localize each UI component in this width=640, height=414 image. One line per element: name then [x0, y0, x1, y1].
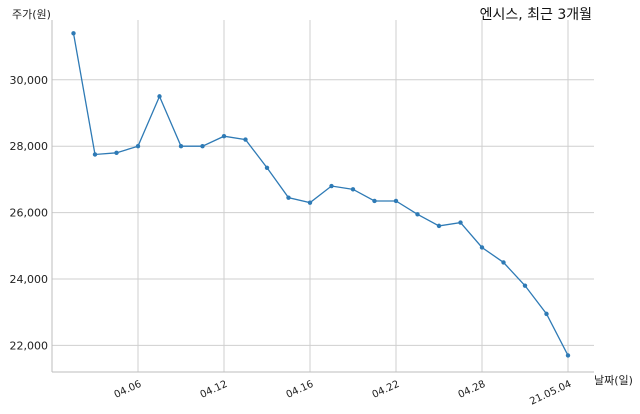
data-point	[135, 143, 141, 149]
data-point	[544, 311, 549, 317]
data-point	[372, 198, 377, 204]
chart-title: 엔시스, 최근 3개월	[479, 7, 592, 23]
data-point	[114, 150, 119, 156]
data-point	[307, 200, 313, 205]
data-point	[264, 165, 270, 170]
x-tick-label: 04.12	[199, 379, 230, 401]
data-point	[92, 152, 98, 157]
data-point	[221, 134, 227, 139]
y-tick-label: 24,000	[10, 273, 49, 286]
data-point	[501, 260, 506, 265]
x-tick-label: 04.06	[113, 379, 144, 401]
data-point	[243, 137, 248, 142]
data-point	[522, 283, 528, 288]
data-point	[329, 183, 334, 189]
y-axis-label: 주가(원)	[12, 8, 51, 21]
data-point	[458, 220, 463, 225]
data-point	[286, 195, 291, 200]
y-tick-label: 22,000	[10, 339, 49, 352]
x-tick-label: 04.28	[457, 379, 488, 401]
data-point	[479, 245, 485, 250]
y-tick-label: 26,000	[10, 207, 49, 220]
y-tick-label: 28,000	[10, 140, 49, 153]
data-point	[350, 187, 356, 192]
data-point	[393, 198, 399, 204]
data-point	[71, 31, 76, 36]
x-tick-label: 04.16	[285, 379, 316, 401]
series-line	[72, 33, 569, 356]
data-point	[436, 223, 442, 229]
x-tick-label: 21.05.04	[528, 379, 573, 408]
x-axis-label: 날짜(일)	[594, 374, 633, 387]
x-tick-label: 04.22	[371, 379, 402, 401]
data-point	[565, 353, 571, 358]
data-point	[200, 143, 205, 149]
y-tick-label: 30,000	[10, 74, 49, 87]
data-point	[157, 94, 162, 99]
data-point	[415, 212, 420, 217]
data-point	[178, 143, 184, 149]
